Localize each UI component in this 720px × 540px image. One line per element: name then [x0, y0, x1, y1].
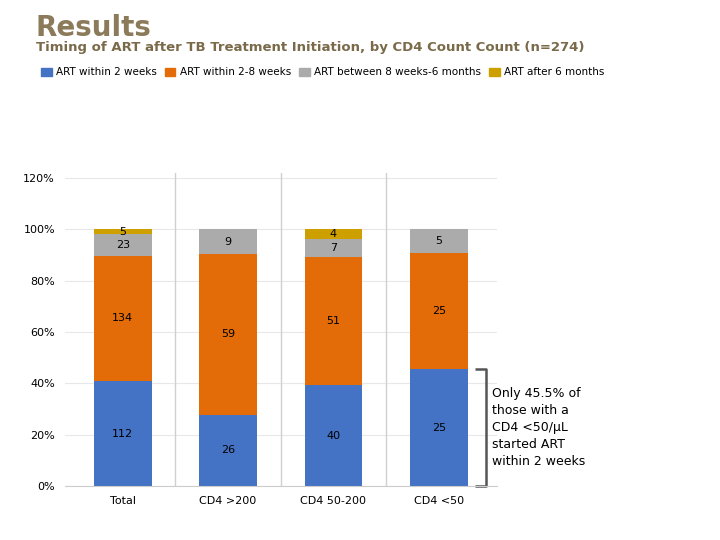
- Text: 5: 5: [120, 227, 126, 237]
- Text: Only 45.5% of
those with a
CD4 <50/μL
started ART
within 2 weeks: Only 45.5% of those with a CD4 <50/μL st…: [492, 387, 585, 468]
- Text: 59: 59: [221, 329, 235, 340]
- Text: 25: 25: [432, 306, 446, 316]
- Bar: [199, 254, 257, 415]
- Text: 40: 40: [326, 431, 341, 441]
- Text: 51: 51: [326, 316, 341, 326]
- Bar: [410, 253, 468, 369]
- Bar: [94, 255, 152, 381]
- Bar: [199, 415, 257, 486]
- Bar: [305, 257, 362, 386]
- Bar: [305, 239, 362, 257]
- Bar: [94, 234, 152, 255]
- Bar: [410, 369, 468, 486]
- Text: 112: 112: [112, 429, 133, 438]
- Legend: ART within 2 weeks, ART within 2-8 weeks, ART between 8 weeks-6 months, ART afte: ART within 2 weeks, ART within 2-8 weeks…: [41, 68, 604, 77]
- Text: Timing of ART after TB Treatment Initiation, by CD4 Count Count (n=274): Timing of ART after TB Treatment Initiat…: [36, 40, 585, 53]
- Text: 5: 5: [436, 236, 442, 246]
- Text: 9: 9: [225, 237, 232, 247]
- Bar: [94, 230, 152, 234]
- Bar: [305, 386, 362, 486]
- Bar: [410, 230, 468, 253]
- Text: 4: 4: [330, 230, 337, 239]
- Text: 26: 26: [221, 446, 235, 456]
- Text: 134: 134: [112, 313, 133, 323]
- Text: 23: 23: [116, 240, 130, 249]
- Text: 7: 7: [330, 243, 337, 253]
- Bar: [305, 230, 362, 239]
- Bar: [199, 230, 257, 254]
- Text: 25: 25: [432, 423, 446, 433]
- Text: Results: Results: [36, 14, 152, 42]
- Bar: [94, 381, 152, 486]
